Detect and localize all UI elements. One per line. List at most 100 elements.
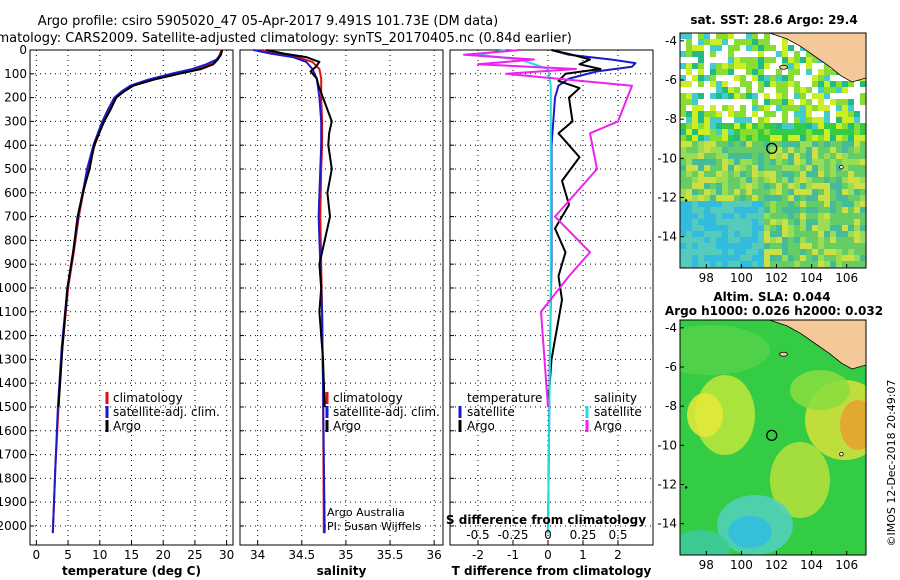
annotation-pi: PI: Susan Wijffels bbox=[327, 520, 421, 533]
plot-frame bbox=[239, 49, 444, 546]
map-x-tick-label: 104 bbox=[800, 558, 823, 572]
y-tick-label: 700 bbox=[4, 210, 27, 224]
x-axis-label: temperature (deg C) bbox=[62, 564, 201, 578]
difference-plot: -2 -1 0 1 2 T difference from climatology bbox=[449, 49, 654, 578]
sla-map-title-line1: Altim. SLA: 0.044 bbox=[713, 290, 830, 304]
temperature-legend: climatology satellite-adj. clim. Argo bbox=[105, 391, 220, 433]
annotation-argo-australia: Argo Australia bbox=[327, 506, 405, 519]
land-mass bbox=[751, 320, 866, 370]
island bbox=[684, 199, 688, 202]
s-difference-ticks: -0.5 -0.25 0 0.25 0.5 bbox=[466, 528, 627, 542]
map-x-tick-label: 100 bbox=[730, 271, 753, 285]
s-tick-label: 0.25 bbox=[570, 528, 597, 542]
x-tick-label: -2 bbox=[472, 548, 484, 562]
x-tick-label: 25 bbox=[187, 548, 202, 562]
map-y-tick-label: -14 bbox=[657, 230, 677, 244]
map-x-tick-label: 98 bbox=[699, 558, 714, 572]
map-x-tick-label: 102 bbox=[765, 271, 788, 285]
legend-salinity: salinity bbox=[594, 391, 637, 405]
x-tick-label: 34.5 bbox=[288, 548, 315, 562]
plot-frame bbox=[29, 49, 234, 546]
legend-climatology: climatology bbox=[113, 391, 183, 405]
island bbox=[779, 351, 788, 357]
header-line2: Climatology: CARS2009. Satellite-adjuste… bbox=[0, 31, 572, 46]
legend-s-satellite: satellite bbox=[594, 405, 642, 419]
island bbox=[839, 451, 844, 457]
y-tick-label: 500 bbox=[4, 162, 27, 176]
x-axis-label: T difference from climatology bbox=[452, 564, 652, 578]
x-tick-label: 20 bbox=[156, 548, 171, 562]
y-tick-label: 300 bbox=[4, 114, 27, 128]
s-tick-label: 0 bbox=[544, 528, 552, 542]
map-y-tick-label: -10 bbox=[657, 438, 677, 452]
island bbox=[684, 486, 688, 489]
legend-t-argo: Argo bbox=[467, 419, 495, 433]
legend-satellite-adj: satellite-adj. clim. bbox=[113, 405, 220, 419]
y-tick-label: 1500 bbox=[0, 400, 27, 414]
map-field bbox=[680, 33, 866, 268]
temperature-plot: 0100200300400500600700800900100011001200… bbox=[0, 43, 234, 578]
s-difference-label: S difference from climatology bbox=[446, 513, 646, 527]
y-tick-label: 400 bbox=[4, 138, 27, 152]
land-mass bbox=[751, 33, 866, 83]
x-tick-label: 36 bbox=[427, 548, 442, 562]
legend-argo: Argo bbox=[113, 419, 141, 433]
legend-s-argo: Argo bbox=[594, 419, 622, 433]
map-frame bbox=[679, 319, 867, 556]
imos-credit: ©IMOS 12-Dec-2018 20:49:07 bbox=[885, 380, 898, 547]
x-tick-label: 15 bbox=[124, 548, 139, 562]
y-tick-label: 200 bbox=[4, 91, 27, 105]
x-tick-label: 1 bbox=[579, 548, 587, 562]
series-line-argo bbox=[547, 49, 602, 408]
y-tick-label: 1300 bbox=[0, 352, 27, 366]
y-tick-label: 800 bbox=[4, 233, 27, 247]
s-tick-label: -0.25 bbox=[497, 528, 528, 542]
series-line-salinity-argo bbox=[463, 49, 633, 408]
x-tick-label: 10 bbox=[92, 548, 107, 562]
legend-t-satellite: satellite bbox=[467, 405, 515, 419]
sla-map: 98 100 102 104 106 -4 -6 -8 -10 -12 -14 bbox=[657, 319, 867, 572]
map-frame bbox=[679, 32, 867, 269]
y-tick-label: 1800 bbox=[0, 471, 27, 485]
y-tick-label: 600 bbox=[4, 186, 27, 200]
sst-map-title: sat. SST: 28.6 Argo: 29.4 bbox=[690, 13, 857, 27]
map-y-tick-label: -14 bbox=[657, 517, 677, 531]
x-tick-label: 30 bbox=[219, 548, 234, 562]
map-y-tick-label: -12 bbox=[657, 478, 677, 492]
map-x-tick-label: 106 bbox=[835, 558, 858, 572]
legend-argo: Argo bbox=[333, 419, 361, 433]
map-y-tick-label: -12 bbox=[657, 191, 677, 205]
legend-satellite-adj: satellite-adj. clim. bbox=[333, 405, 440, 419]
x-tick-label: -1 bbox=[507, 548, 519, 562]
sla-map-title-line2: Argo h1000: 0.026 h2000: 0.032 bbox=[665, 304, 883, 318]
x-tick-label: 5 bbox=[64, 548, 72, 562]
argo-float-marker bbox=[766, 142, 778, 155]
y-tick-label: 1000 bbox=[0, 281, 27, 295]
sst-map: 98 100 102 104 106 -4 -6 -8 -10 -12 -14 bbox=[657, 32, 867, 285]
map-x-tick-label: 104 bbox=[800, 271, 823, 285]
y-tick-label: 2000 bbox=[0, 519, 27, 533]
header-line1: Argo profile: csiro 5905020_47 05-Apr-20… bbox=[38, 14, 498, 29]
map-y-tick-label: -8 bbox=[665, 399, 677, 413]
map-y-tick-label: -4 bbox=[665, 34, 677, 48]
island bbox=[779, 64, 788, 70]
map-x-tick-label: 106 bbox=[835, 271, 858, 285]
x-tick-label: 0 bbox=[544, 548, 552, 562]
series-line-argo bbox=[57, 49, 224, 408]
x-axis-label: salinity bbox=[317, 564, 367, 578]
y-tick-label: 1900 bbox=[0, 495, 27, 509]
x-tick-label: 35.5 bbox=[377, 548, 404, 562]
map-x-tick-label: 100 bbox=[730, 558, 753, 572]
y-tick-label: 1700 bbox=[0, 448, 27, 462]
y-tick-label: 1100 bbox=[0, 305, 27, 319]
y-tick-label: 900 bbox=[4, 257, 27, 271]
x-tick-label: 0 bbox=[33, 548, 41, 562]
map-field bbox=[680, 320, 866, 555]
map-y-tick-label: -6 bbox=[665, 360, 677, 374]
s-tick-label: 0.5 bbox=[608, 528, 627, 542]
map-y-tick-label: -8 bbox=[665, 112, 677, 126]
x-tick-label: 2 bbox=[614, 548, 622, 562]
map-y-tick-label: -6 bbox=[665, 73, 677, 87]
y-tick-label: 100 bbox=[4, 67, 27, 81]
